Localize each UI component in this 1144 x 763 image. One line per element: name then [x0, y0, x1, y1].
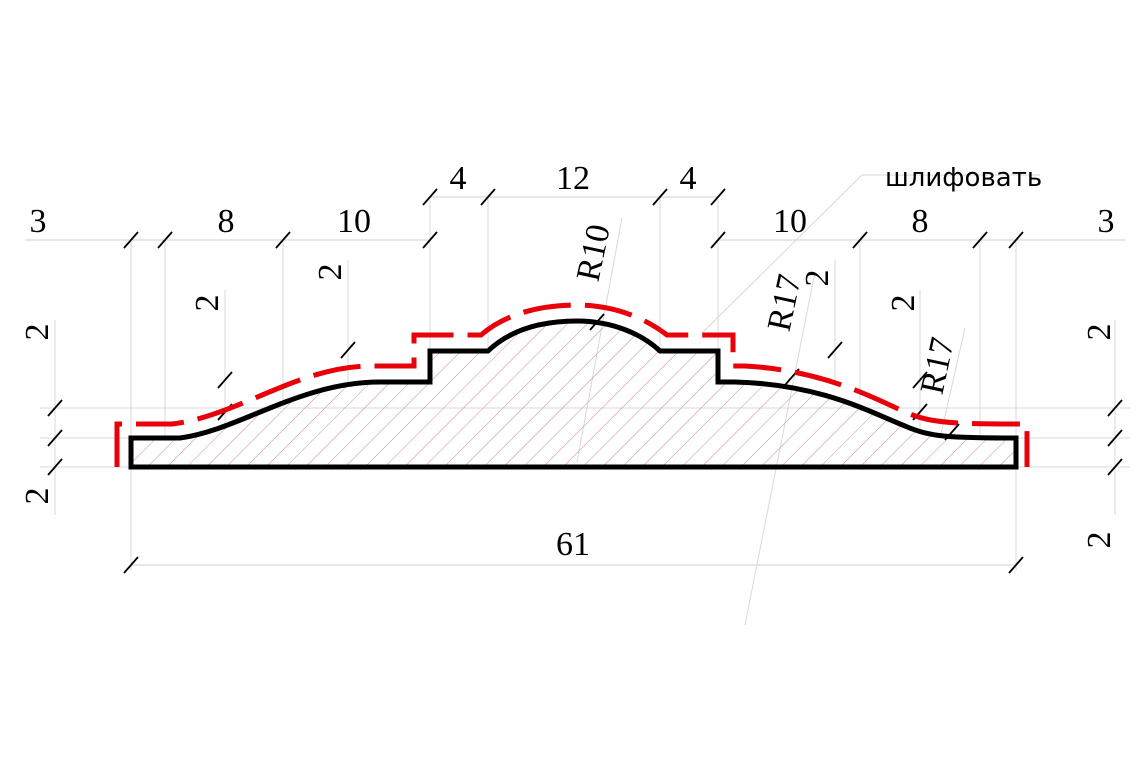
height-label-right-outer: 2	[1081, 324, 1118, 341]
radius-label-center: R10	[570, 221, 618, 284]
dim-top-5: 12	[556, 160, 590, 197]
machining-allowance-line	[114, 302, 1030, 467]
height-label-left-bottom: 2	[19, 488, 56, 505]
note-label: шлифовать	[885, 163, 1042, 193]
dim-top-2: 8	[218, 203, 235, 240]
height-label-left-outer: 2	[19, 324, 56, 341]
dim-top-3: 10	[337, 203, 371, 240]
dim-top-4: 4	[450, 160, 467, 197]
overall-width-label: 61	[556, 526, 590, 563]
height-label-right-2: 2	[799, 270, 836, 287]
height-label-right-bottom: 2	[1081, 532, 1118, 549]
dim-top-9: 3	[1098, 203, 1115, 240]
dim-top-1: 3	[30, 203, 47, 240]
dim-top-8: 8	[912, 203, 929, 240]
height-label-left-1: 2	[189, 295, 226, 312]
dim-top-6: 4	[680, 160, 697, 197]
profile-outline	[128, 318, 1019, 470]
radius-label-right-2: R17	[914, 334, 962, 397]
height-label-left-2: 2	[312, 264, 349, 281]
height-label-right-1: 2	[885, 295, 922, 312]
section-hatch	[131, 321, 1016, 467]
dimension-lines	[25, 196, 1125, 566]
dim-top-7: 10	[773, 203, 807, 240]
radius-label-right-1: R17	[761, 271, 809, 334]
